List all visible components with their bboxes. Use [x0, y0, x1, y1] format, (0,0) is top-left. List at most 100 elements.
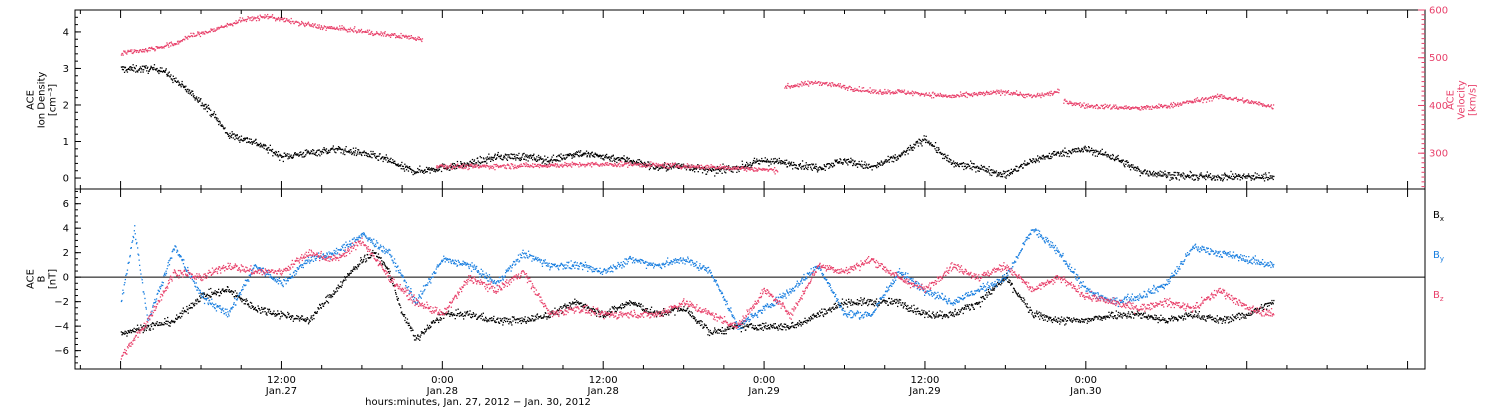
ion-density-series-point: [283, 161, 284, 162]
velocity-segment-0-point: [148, 50, 149, 51]
velocity-segment-0-point: [382, 34, 383, 35]
bx-series-point: [360, 257, 361, 258]
bx-series-point: [334, 294, 335, 295]
bx-series-point: [621, 307, 622, 308]
ion-density-series-point: [172, 80, 173, 81]
bx-series-point: [246, 298, 247, 299]
ion-density-series-point: [210, 110, 211, 111]
ion-density-series-point: [1082, 149, 1083, 150]
ion-density-series-point: [902, 153, 903, 154]
ion-density-series-point: [1174, 175, 1175, 176]
velocity-segment-1-point: [748, 167, 749, 168]
ion-density-series-point: [337, 149, 338, 150]
velocity-segment-0-point: [384, 33, 385, 34]
velocity-segment-2-point: [940, 93, 941, 94]
ion-density-series-point: [753, 162, 754, 163]
velocity-segment-3-point: [1156, 108, 1157, 109]
bx-series-point: [388, 268, 389, 269]
velocity-segment-0-point: [339, 28, 340, 29]
velocity-segment-0-point: [149, 47, 150, 48]
bx-series-point: [429, 325, 430, 326]
ion-density-series-point: [1142, 173, 1143, 174]
ion-density-series-point: [246, 142, 247, 143]
ion-density-series-point: [344, 154, 345, 155]
ion-density-series-point: [319, 155, 320, 156]
velocity-segment-0-point: [126, 53, 127, 54]
bx-series-point: [467, 311, 468, 312]
velocity-segment-2-point: [885, 91, 886, 92]
bx-series-point: [426, 328, 427, 329]
velocity-segment-3-point: [1086, 107, 1087, 108]
velocity-segment-0-point: [361, 29, 362, 30]
velocity-segment-1-point: [756, 170, 757, 171]
ion-density-series-point: [284, 153, 285, 154]
bx-series-point: [407, 319, 408, 320]
velocity-segment-0-point: [342, 28, 343, 29]
velocity-segment-3-point: [1125, 108, 1126, 109]
velocity-segment-3-point: [1124, 106, 1125, 107]
velocity-segment-3-point: [1175, 104, 1176, 105]
velocity-segment-0-point: [145, 48, 146, 49]
velocity-segment-2-point: [1031, 94, 1032, 95]
bx-series-point: [165, 323, 166, 324]
ion-density-series-point: [552, 162, 553, 163]
velocity-segment-0-point: [328, 28, 329, 29]
velocity-segment-1-point: [767, 169, 768, 170]
velocity-segment-0-point: [350, 28, 351, 29]
velocity-segment-2-point: [900, 90, 901, 91]
velocity-segment-3-point: [1237, 101, 1238, 102]
ion-density-series-point: [1118, 155, 1119, 156]
ion-density-series-point: [791, 162, 792, 163]
ion-density-series-point: [779, 158, 780, 159]
ion-density-series-point: [778, 162, 779, 163]
bx-series-point: [280, 316, 281, 317]
velocity-segment-0-point: [321, 25, 322, 26]
ion-density-series-point: [385, 157, 386, 158]
ion-density-series-point: [1207, 177, 1208, 178]
ion-density-series-point: [400, 164, 401, 165]
bx-series-point: [466, 312, 467, 313]
velocity-segment-2-point: [791, 85, 792, 86]
velocity-segment-3-point: [1094, 106, 1095, 107]
velocity-segment-0-point: [240, 21, 241, 22]
velocity-segment-0-point: [421, 41, 422, 42]
velocity-segment-1-point: [561, 165, 562, 166]
ion-density-series-point: [351, 151, 352, 152]
velocity-segment-3-point: [1247, 99, 1248, 100]
ion-density-series-point: [785, 162, 786, 163]
velocity-segment-1-point: [575, 165, 576, 166]
velocity-segment-0-point: [321, 27, 322, 28]
velocity-segment-0-point: [400, 33, 401, 34]
velocity-segment-1-point: [764, 168, 765, 169]
ion-density-series-point: [765, 157, 766, 158]
ion-density-series-point: [322, 149, 323, 150]
ion-density-series-point: [768, 165, 769, 166]
velocity-segment-1-point: [647, 166, 648, 167]
bx-series-point: [392, 283, 393, 284]
velocity-segment-0-point: [252, 16, 253, 17]
velocity-segment-3-point: [1141, 106, 1142, 107]
bx-series-point: [506, 318, 507, 319]
velocity-segment-1-point: [496, 164, 497, 165]
velocity-segment-1-point: [555, 164, 556, 165]
ion-density-series-point: [910, 145, 911, 146]
ion-density-series-point: [580, 155, 581, 156]
ion-density-series-point: [239, 136, 240, 137]
velocity-segment-0-point: [415, 37, 416, 38]
velocity-segment-3-point: [1111, 108, 1112, 109]
velocity-segment-2-point: [898, 89, 899, 90]
ion-density-series-point: [925, 139, 926, 140]
velocity-segment-2-point: [1051, 93, 1052, 94]
ion-density-series-point: [623, 155, 624, 156]
ion-density-series-point: [174, 78, 175, 79]
velocity-segment-2-point: [1040, 95, 1041, 96]
bx-series-point: [438, 322, 439, 323]
velocity-segment-1-point: [749, 168, 750, 169]
bx-series-point: [270, 311, 271, 312]
ion-density-series-point: [323, 152, 324, 153]
bx-series-point: [524, 320, 525, 321]
ion-density-series-point: [1051, 156, 1052, 157]
bx-series-point: [215, 293, 216, 294]
velocity-segment-3-point: [1177, 104, 1178, 105]
ion-density-series-point: [722, 164, 723, 165]
